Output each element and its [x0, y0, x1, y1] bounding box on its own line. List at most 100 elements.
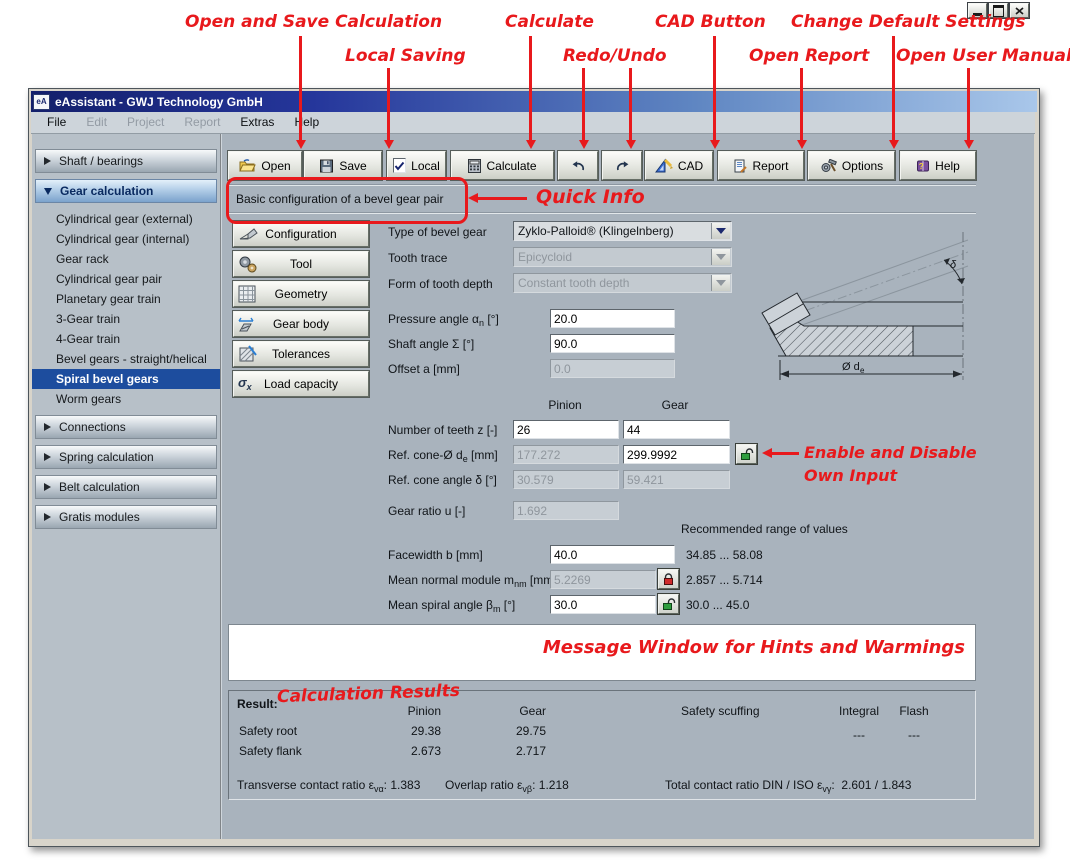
annotation-line [967, 68, 970, 141]
result-gear-header: Gear [519, 704, 546, 718]
maximize-icon [993, 4, 1004, 17]
floppy-disk-icon [320, 159, 334, 172]
quick-info-bar: Basic configuration of a bevel gear pair [228, 184, 976, 213]
load-capacity-button[interactable]: σx Load capacity [233, 371, 369, 397]
tool-button[interactable]: Tool [233, 251, 369, 277]
dropdown-arrow-button[interactable] [711, 223, 730, 239]
sidebar-item-planetary[interactable]: Planetary gear train [56, 292, 161, 306]
sidebar-item-worm-gears[interactable]: Worm gears [56, 392, 122, 406]
flash-value: --- [908, 728, 920, 742]
options-button[interactable]: Options [808, 151, 895, 180]
checkmark-icon [394, 161, 405, 171]
help-book-icon: ? [917, 160, 930, 171]
redo-button[interactable] [602, 151, 642, 180]
local-save-toggle[interactable]: Local [387, 151, 446, 180]
sidebar-section-label: Belt calculation [59, 480, 140, 494]
quick-info-arrow-line [477, 197, 527, 200]
safety-flank-label: Safety flank [239, 744, 302, 758]
teeth-gear-input[interactable] [623, 420, 730, 439]
calculate-button[interactable]: Calculate [451, 151, 554, 180]
report-button[interactable]: Report [718, 151, 804, 180]
sidebar-item-gear-rack[interactable]: Gear rack [56, 252, 109, 266]
message-window [228, 624, 976, 681]
gear-ratio-label: Gear ratio u [-] [388, 504, 466, 518]
teeth-pinion-input[interactable] [513, 420, 619, 439]
sidebar-section-shaft-bearings[interactable]: Shaft / bearings [35, 149, 217, 173]
result-pinion-header: Pinion [407, 704, 441, 718]
close-icon [1015, 6, 1024, 15]
type-of-bevel-gear-label: Type of bevel gear [388, 225, 487, 239]
cad-button[interactable]: CAD [645, 151, 713, 180]
ref-cone-gear-input[interactable] [623, 445, 730, 464]
annotation-user-manual: Open User Manual [896, 46, 1070, 66]
menu-report: Report [184, 115, 221, 129]
window-title: eAssistant - GWJ Technology GmbH [55, 94, 263, 109]
chevron-right-icon [44, 423, 51, 431]
sidebar-item-spiral-bevel-selected[interactable]: Spiral bevel gears [32, 369, 220, 389]
safety-flank-pinion-value: 2.673 [410, 744, 441, 758]
sidebar-section-gear-calculation[interactable]: Gear calculation [35, 179, 217, 203]
sidebar-section-gratis[interactable]: Gratis modules [35, 505, 217, 529]
mean-normal-module-label: Mean normal module mnm [mm] [388, 573, 557, 589]
bevel-gear-icon [239, 228, 258, 240]
type-of-bevel-gear-select[interactable]: Zyklo-Palloid® (Klingelnberg) [513, 221, 732, 241]
pressure-angle-input[interactable] [550, 309, 675, 328]
facewidth-input[interactable] [550, 545, 675, 564]
sidebar-item-3-gear-train[interactable]: 3-Gear train [56, 312, 121, 326]
mean-normal-module-range: 2.857 ... 5.714 [686, 573, 763, 587]
close-button[interactable] [1010, 3, 1029, 18]
shaft-angle-input[interactable] [550, 334, 675, 353]
sigma-icon: σx [238, 375, 252, 392]
mean-spiral-angle-label: Mean spiral angle βm [°] [388, 598, 516, 614]
mean-spiral-angle-input[interactable] [550, 595, 656, 614]
safety-scuffing-header: Safety scuffing [681, 704, 760, 718]
sidebar-item-4-gear-train[interactable]: 4-Gear train [56, 332, 121, 346]
local-checkbox[interactable] [393, 158, 407, 173]
maximize-button[interactable] [989, 3, 1008, 18]
open-button[interactable]: Open [228, 151, 302, 180]
sidebar-section-connections[interactable]: Connections [35, 415, 217, 439]
facewidth-range: 34.85 ... 58.08 [686, 548, 763, 562]
dropdown-arrow-button [711, 249, 730, 265]
annotation-arrowhead [579, 140, 589, 149]
gear-body-button[interactable]: Gear body [233, 311, 369, 337]
sidebar-item-cylindrical-internal[interactable]: Cylindrical gear (internal) [56, 232, 190, 246]
sidebar-item-cylindrical-external[interactable]: Cylindrical gear (external) [56, 212, 193, 226]
sidebar-item-bevel-straight[interactable]: Bevel gears - straight/helical [56, 352, 207, 366]
sidebar-item-cylindrical-pair[interactable]: Cylindrical gear pair [56, 272, 163, 286]
tolerances-button[interactable]: Tolerances [233, 341, 369, 367]
help-button[interactable]: ? Help [900, 151, 976, 180]
mean-normal-module-lock-button[interactable] [658, 569, 679, 589]
sidebar-section-belt[interactable]: Belt calculation [35, 475, 217, 499]
chevron-right-icon [44, 513, 51, 521]
ref-cone-diameter-label: Ref. cone-Ø de [mm] [388, 448, 498, 464]
shaft-angle-label: Shaft angle Σ [°] [388, 337, 475, 351]
menu-extras[interactable]: Extras [240, 115, 275, 129]
integral-value: --- [853, 728, 865, 742]
unlocked-padlock-icon [740, 447, 753, 460]
menu-file[interactable]: File [47, 115, 67, 129]
menu-help[interactable]: Help [294, 115, 320, 129]
chevron-down-icon [716, 228, 726, 234]
question-mark-glyph: ? [919, 162, 924, 171]
minimize-button[interactable] [968, 3, 987, 18]
bevel-gear-diagram: δ Ø d e [761, 232, 969, 380]
annotation-local-saving: Local Saving [345, 46, 466, 66]
form-of-tooth-depth-select: Constant tooth depth [513, 273, 732, 293]
sidebar-section-spring[interactable]: Spring calculation [35, 445, 217, 469]
undo-button[interactable] [558, 151, 598, 180]
geometry-button[interactable]: Geometry [233, 281, 369, 307]
save-button[interactable]: Save [304, 151, 382, 180]
ref-cone-lock-button[interactable] [736, 444, 757, 464]
quick-info-arrowhead [468, 193, 478, 203]
chevron-down-icon [44, 187, 52, 195]
quick-info-highlight-box [226, 177, 468, 224]
module-sidebar: Shaft / bearings Gear calculation Cylind… [32, 134, 222, 839]
chevron-down-icon [716, 254, 726, 260]
sidebar-section-label: Gear calculation [60, 184, 154, 198]
configuration-button[interactable]: Configuration [233, 221, 369, 247]
sidebar-item-list: Cylindrical gear (external) Cylindrical … [32, 209, 220, 409]
enable-input-arrowhead [762, 448, 772, 458]
mean-spiral-angle-lock-button[interactable] [658, 594, 679, 614]
